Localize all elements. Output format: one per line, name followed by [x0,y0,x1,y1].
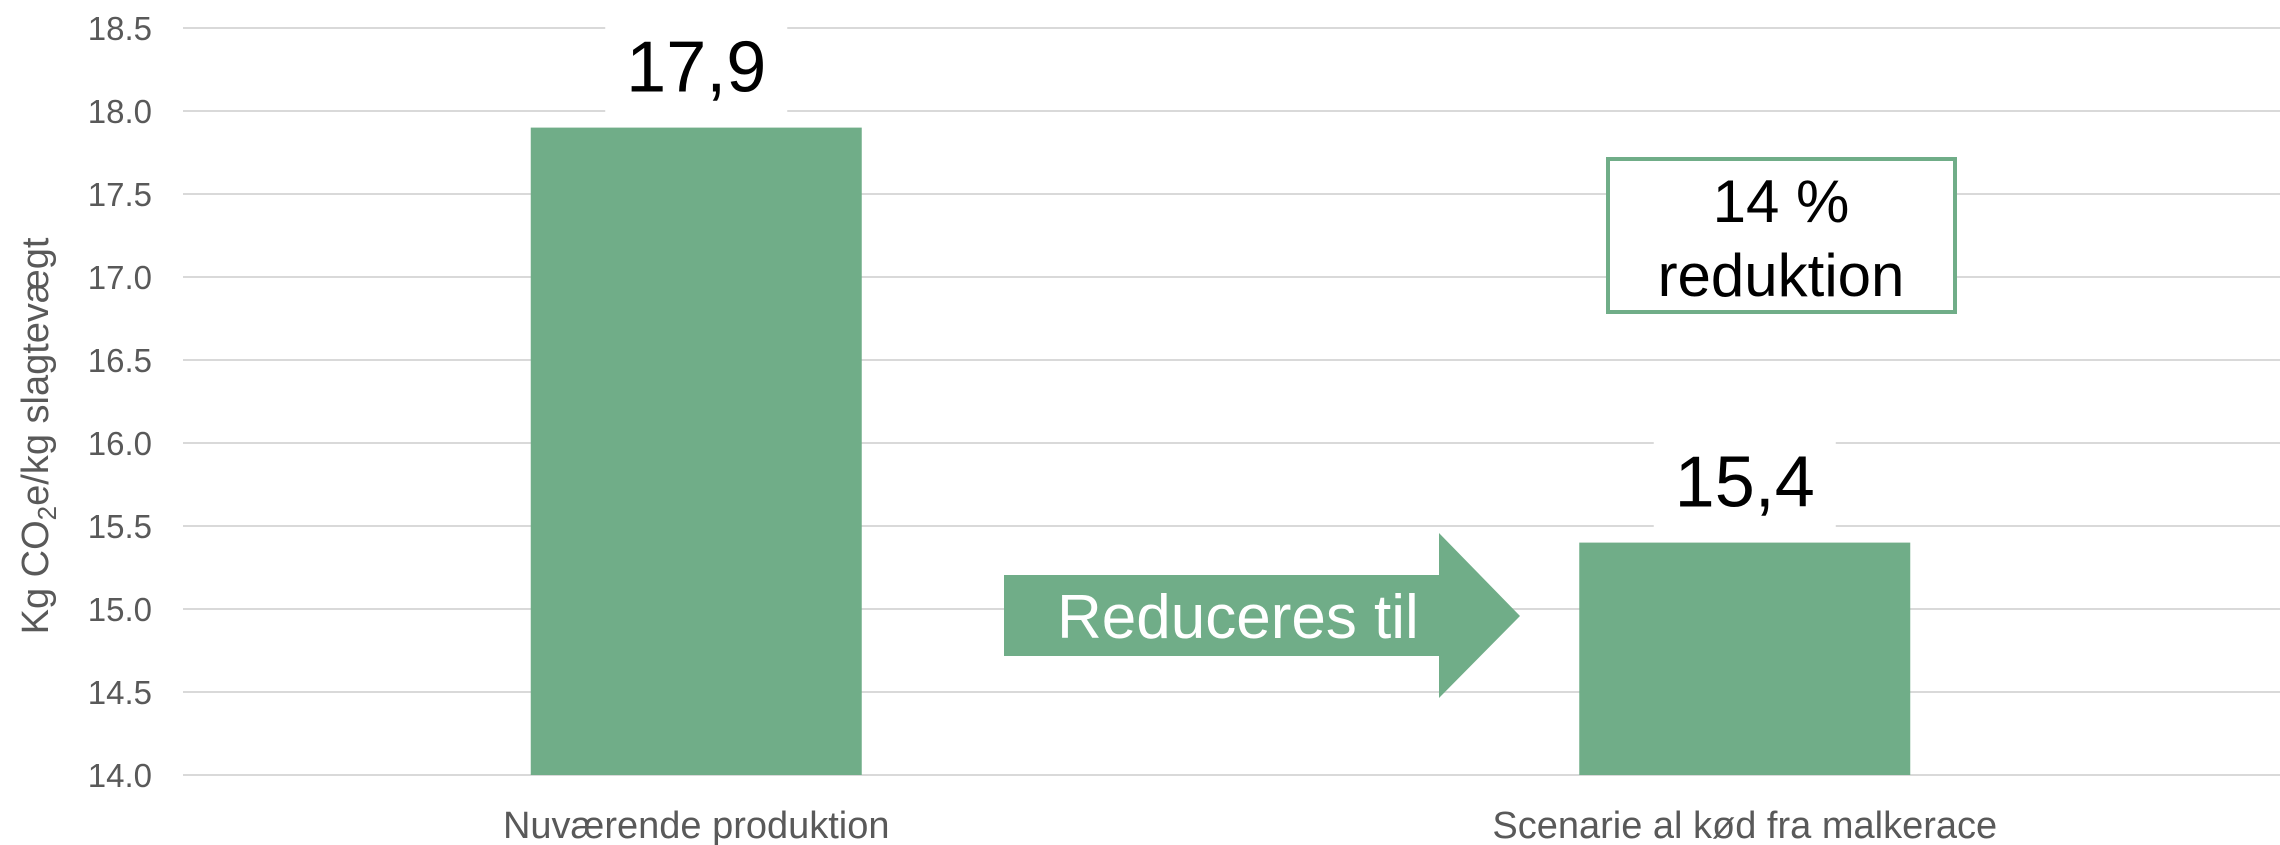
y-axis-label-suffix: e/kg slagtevægt [15,237,57,506]
y-tick-label: 14.0 [88,757,152,794]
reduction-callout: 14 % reduktion [1606,157,1957,314]
y-tick-label: 16.5 [88,342,152,379]
data-label: 17,9 [626,28,766,108]
arrow-label: Reduceres til [1057,583,1419,652]
y-tick-label: 14.5 [88,674,152,711]
callout-line-2: reduktion [1658,242,1905,309]
y-tick-label: 18.0 [88,93,152,130]
data-label-background [605,23,788,114]
y-axis-ticks: 14.0 14.5 15.0 15.5 16.0 16.5 17.0 17.5 18.0 18.5 [88,10,152,794]
y-tick-label: 16.0 [88,425,152,462]
y-tick-label: 17.5 [88,176,152,213]
gridlines [183,27,2280,776]
x-axis-categories: Nuværende produktion Scenarie al kød fra … [503,805,1997,845]
data-labels: 17,9 15,4 [605,23,1836,529]
y-axis-label: Kg CO2e/kg slagtevægt [15,237,62,634]
reduction-arrow: Reduceres til [1004,533,1520,698]
data-label-background [1653,438,1836,529]
callout-line-1: 14 % [1713,168,1850,235]
callout-box [1606,157,1957,314]
y-tick-label: 15.5 [88,508,152,545]
y-tick-label: 18.5 [88,10,152,47]
y-tick-label: 15.0 [88,591,152,628]
bar [530,127,862,776]
y-tick-label: 17.0 [88,259,152,296]
arrow-shape [1004,533,1520,698]
y-axis-label-prefix: Kg CO [15,520,57,634]
x-category-label: Scenarie al kød fra malkerace [1492,805,1997,845]
data-label: 15,4 [1675,443,1815,523]
y-axis-label-subscript: 2 [32,506,62,520]
x-category-label: Nuværende produktion [503,805,890,845]
bar [1579,542,1911,775]
bars [530,127,1911,776]
